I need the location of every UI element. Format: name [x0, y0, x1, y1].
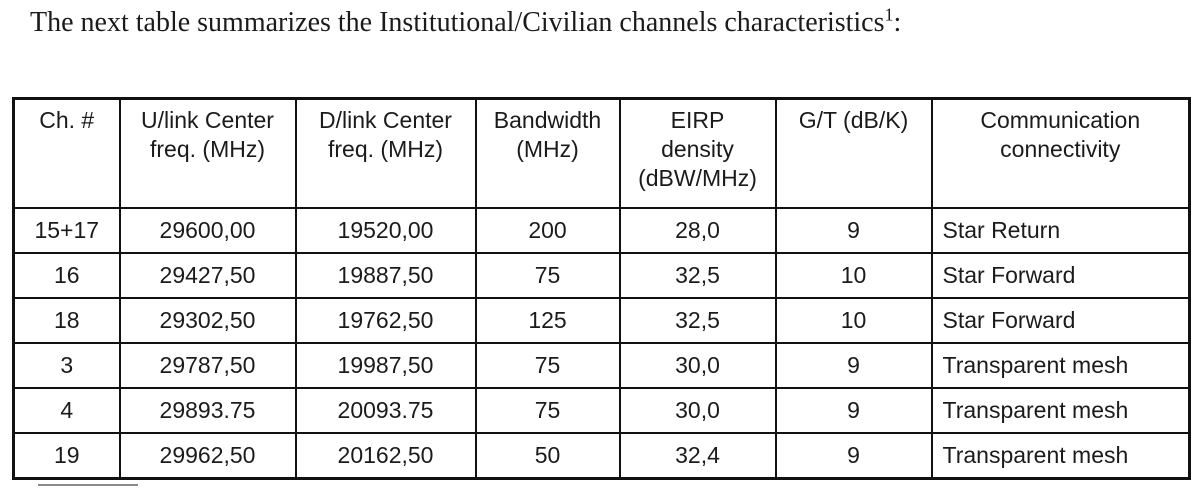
table-cell: 9 — [774, 342, 933, 389]
table-cell: 18 — [12, 297, 121, 344]
channels-table: Ch. # U/link Center freq. (MHz) D/link C… — [12, 97, 1191, 480]
column-header-uplink-freq: U/link Center freq. (MHz) — [118, 97, 297, 209]
table-cell: 28,0 — [618, 207, 777, 254]
table-cell: 30,0 — [618, 342, 777, 389]
table-cell: 32,4 — [618, 432, 777, 480]
table-cell: 125 — [474, 297, 621, 344]
table-cell: 200 — [474, 207, 621, 254]
table-header-row: Ch. # U/link Center freq. (MHz) D/link C… — [12, 97, 1191, 209]
table-cell: 19520,00 — [294, 207, 477, 254]
table-header: Ch. # U/link Center freq. (MHz) D/link C… — [12, 97, 1191, 209]
column-header-eirp-density: EIRP density (dBW/MHz) — [618, 97, 777, 209]
table-cell: Star Return — [930, 207, 1191, 254]
table-cell: 20162,50 — [294, 432, 477, 480]
table-cell: 75 — [474, 387, 621, 434]
table-cell: 9 — [774, 387, 933, 434]
table-row: 18 29302,50 19762,50 125 32,5 10 Star Forward — [12, 297, 1191, 344]
footnote-separator-line — [38, 484, 138, 486]
table-cell: Transparent mesh — [930, 432, 1191, 480]
table-row: 3 29787,50 19987,50 75 30,0 9 Transparent mesh — [12, 342, 1191, 389]
column-header-channel: Ch. # — [12, 97, 121, 209]
table-cell: 9 — [774, 207, 933, 254]
table-cell: Transparent mesh — [930, 342, 1191, 389]
page-title-text: The next table summarizes the Institutio… — [30, 7, 885, 38]
table-cell: 29427,50 — [118, 252, 297, 299]
column-header-connectivity: Communication connectivity — [930, 97, 1191, 209]
table-body: 15+17 29600,00 19520,00 200 28,0 9 Star Return… — [12, 207, 1191, 480]
table-cell: 19 — [12, 432, 121, 480]
table-cell: 75 — [474, 342, 621, 389]
column-header-gt: G/T (dB/K) — [774, 97, 933, 209]
column-header-bandwidth: Bandwidth (MHz) — [474, 97, 621, 209]
table-row: 19 29962,50 20162,50 50 32,4 9 Transparent mes… — [12, 432, 1191, 480]
page-title: The next table summarizes the Institutio… — [30, 6, 901, 40]
table-row: 4 29893.75 20093.75 75 30,0 9 Transparent mesh — [12, 387, 1191, 434]
table-cell: 20093.75 — [294, 387, 477, 434]
table-cell: 75 — [474, 252, 621, 299]
table-cell: 4 — [12, 387, 121, 434]
column-header-downlink-freq: D/link Center freq. (MHz) — [294, 97, 477, 209]
footnote-marker: 1 — [884, 4, 894, 25]
table-cell: 10 — [774, 297, 933, 344]
table-cell: 19762,50 — [294, 297, 477, 344]
table-cell: 32,5 — [618, 252, 777, 299]
table-cell: 10 — [774, 252, 933, 299]
table-cell: Star Forward — [930, 252, 1191, 299]
table-cell: Transparent mesh — [930, 387, 1191, 434]
table-cell: 29962,50 — [118, 432, 297, 480]
table-cell: 15+17 — [12, 207, 121, 254]
table-cell: 16 — [12, 252, 121, 299]
table-cell: 9 — [774, 432, 933, 480]
table-cell: 19987,50 — [294, 342, 477, 389]
table-row: 15+17 29600,00 19520,00 200 28,0 9 Star Return — [12, 207, 1191, 254]
table-cell: Star Forward — [930, 297, 1191, 344]
table-cell: 29302,50 — [118, 297, 297, 344]
table-cell: 19887,50 — [294, 252, 477, 299]
table-cell: 29787,50 — [118, 342, 297, 389]
table-cell: 50 — [474, 432, 621, 480]
table-cell: 32,5 — [618, 297, 777, 344]
table-cell: 29600,00 — [118, 207, 297, 254]
table-cell: 30,0 — [618, 387, 777, 434]
table-row: 16 29427,50 19887,50 75 32,5 10 Star Forward — [12, 252, 1191, 299]
table-cell: 29893.75 — [118, 387, 297, 434]
page-title-colon: : — [893, 7, 902, 38]
table-cell: 3 — [12, 342, 121, 389]
